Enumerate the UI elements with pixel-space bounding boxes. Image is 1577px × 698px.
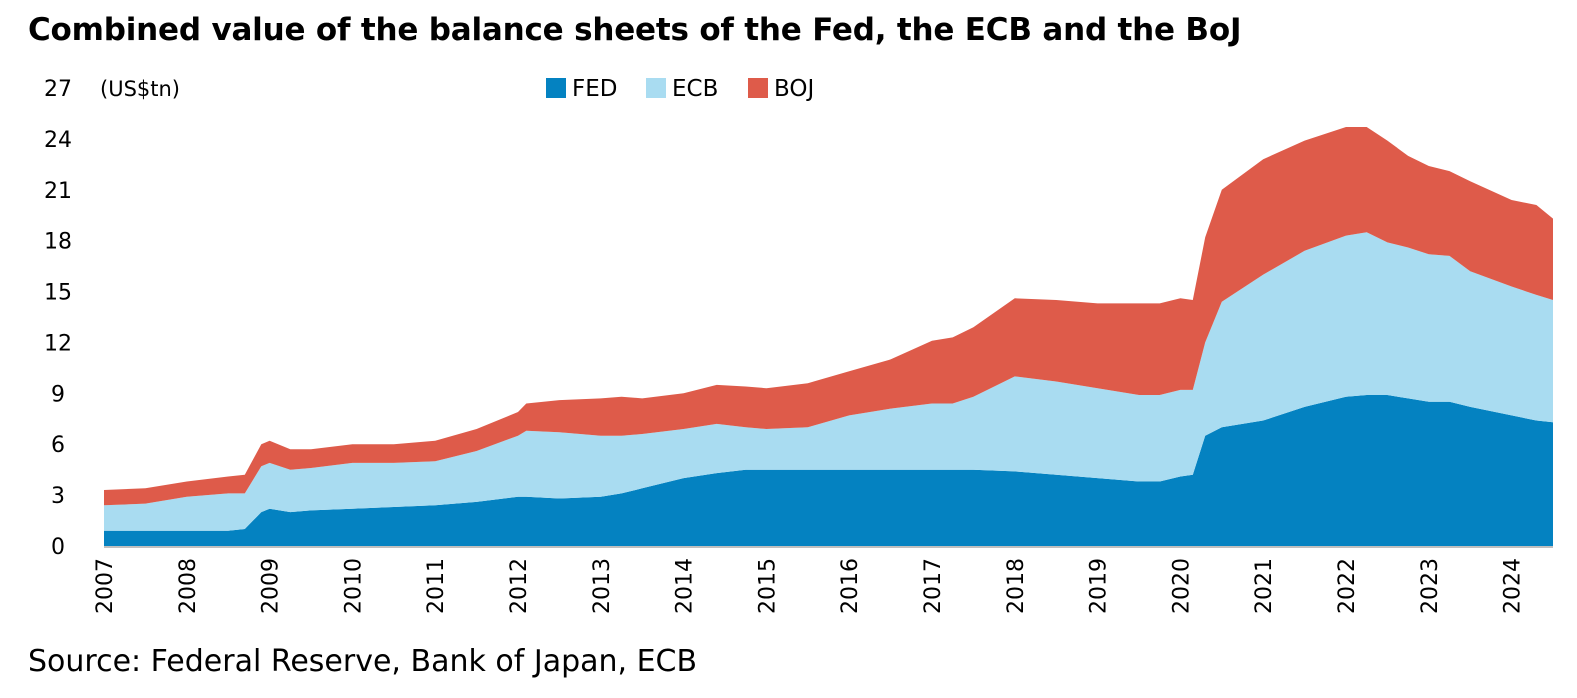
y-tick-label: 24	[44, 128, 72, 153]
legend-label-boj: BOJ	[774, 76, 814, 102]
y-tick-label: 9	[51, 382, 65, 407]
legend-swatch-boj	[748, 78, 768, 98]
legend-swatch-fed	[546, 78, 566, 98]
x-tick-label: 2012	[507, 558, 532, 614]
x-tick-label: 2023	[1418, 558, 1443, 614]
x-tick-label: 2016	[838, 558, 863, 614]
x-tick-label: 2020	[1169, 558, 1194, 614]
area-fed	[104, 395, 1553, 546]
x-tick-label: 2011	[424, 558, 449, 614]
y-axis-unit-label: (US$tn)	[100, 77, 180, 101]
y-tick-label: 12	[44, 331, 72, 356]
chart-title: Combined value of the balance sheets of …	[28, 12, 1242, 48]
legend: FED ECB BOJ	[546, 76, 814, 102]
x-tick-label: 2010	[341, 558, 366, 614]
x-tick-label: 2014	[673, 558, 698, 614]
x-tick-label: 2019	[1087, 558, 1112, 614]
y-axis-ticks: 0 3 6 9 12 15 18 21 24 27	[44, 77, 72, 560]
x-tick-label: 2015	[755, 558, 780, 614]
legend-swatch-ecb	[646, 78, 666, 98]
y-tick-label: 0	[51, 535, 65, 560]
y-tick-label: 27	[44, 77, 72, 102]
y-tick-label: 15	[44, 281, 72, 306]
y-tick-label: 6	[51, 433, 65, 458]
x-tick-label: 2021	[1252, 558, 1277, 614]
x-tick-label: 2017	[921, 558, 946, 614]
x-tick-label: 2009	[259, 558, 284, 614]
x-tick-label: 2024	[1501, 558, 1526, 614]
x-tick-label: 2007	[93, 558, 118, 614]
x-tick-label: 2013	[590, 558, 615, 614]
y-tick-label: 18	[44, 230, 72, 255]
area-series-layer	[104, 127, 1553, 546]
x-tick-label: 2022	[1335, 558, 1360, 614]
area-ecb	[104, 232, 1553, 531]
x-tick-label: 2018	[1004, 558, 1029, 614]
area-boj	[104, 127, 1553, 506]
legend-label-ecb: ECB	[672, 76, 718, 102]
y-tick-label: 3	[51, 484, 65, 509]
source-note: Source: Federal Reserve, Bank of Japan, …	[28, 644, 698, 679]
legend-label-fed: FED	[572, 76, 617, 102]
x-axis-ticks: 2007 2008 2009 2010 2011 2012 2013 2014 2015 2016…	[93, 558, 1526, 614]
x-tick-label: 2008	[176, 558, 201, 614]
y-tick-label: 21	[44, 179, 72, 204]
